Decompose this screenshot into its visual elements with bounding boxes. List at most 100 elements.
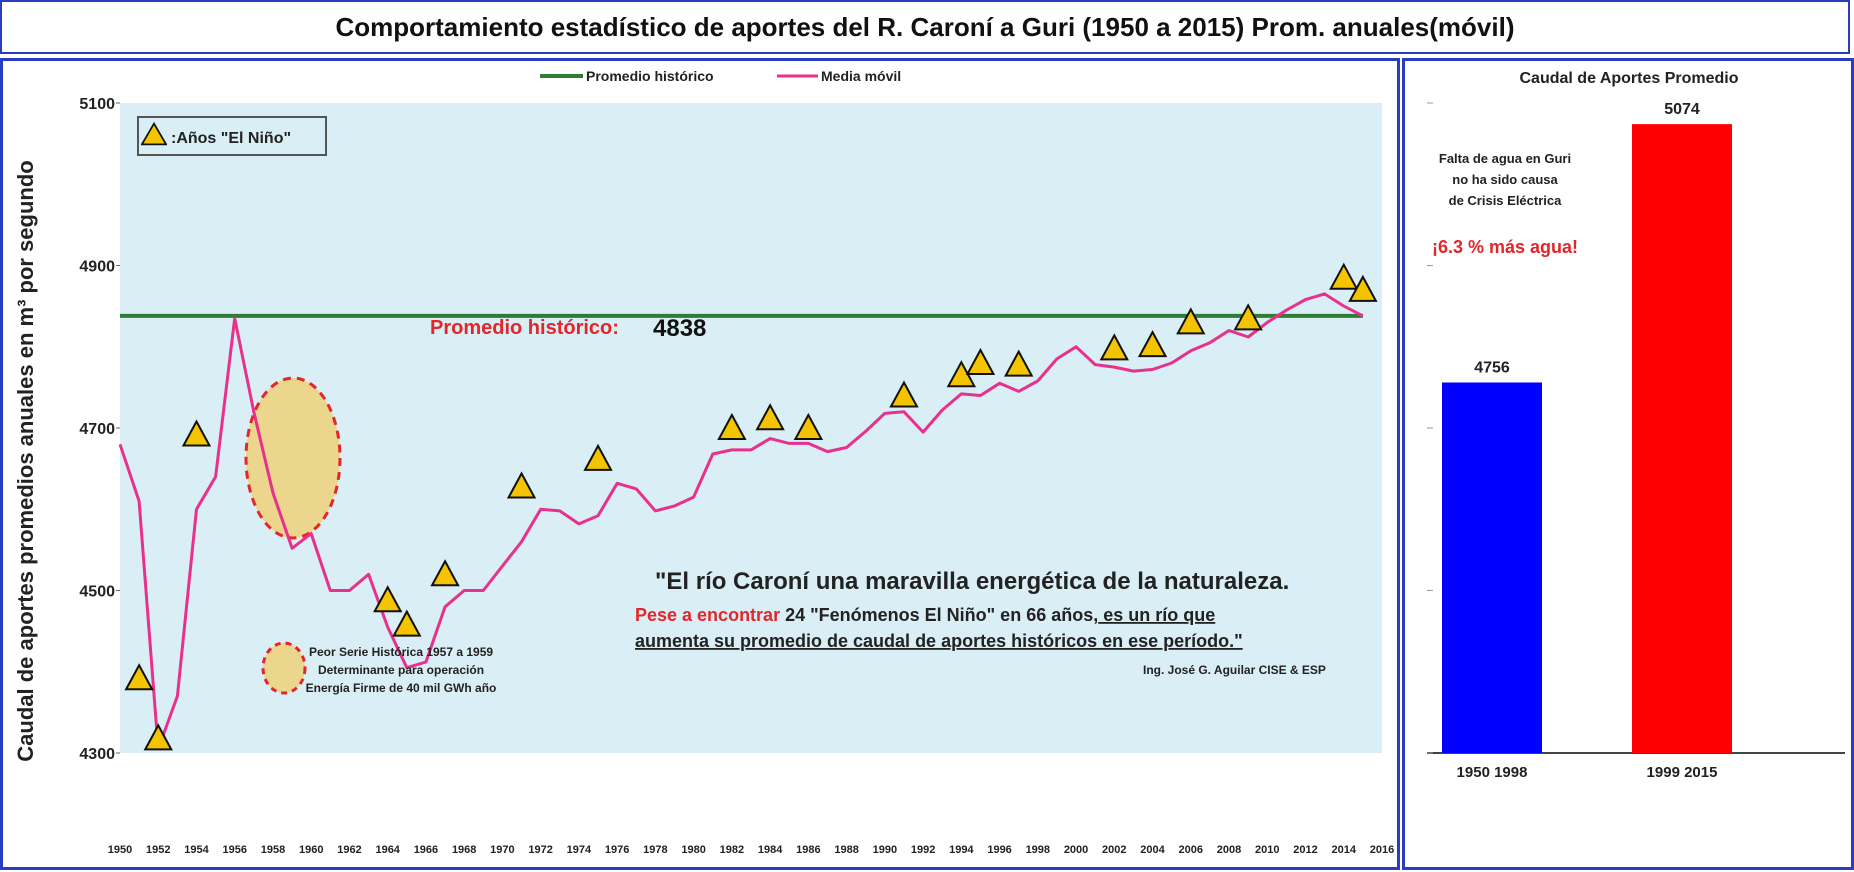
el-nino-marker (583, 443, 613, 471)
historic-value: 4838 (653, 315, 706, 342)
quote-block: "El río Caroní una maravilla energética … (635, 568, 1326, 677)
x-tick-label: 1968 (452, 844, 476, 856)
x-tick-label: 2014 (1332, 844, 1357, 856)
x-tick-label: 1964 (375, 844, 400, 856)
x-tick-label: 1994 (949, 844, 974, 856)
x-tick-label: 1956 (222, 844, 246, 856)
el-nino-marker (1233, 303, 1263, 331)
y-tick-label: 4500 (79, 584, 115, 601)
x-tick-label: 1972 (528, 844, 552, 856)
el-nino-marker (793, 412, 824, 440)
historic-label: Promedio histórico: (430, 317, 619, 339)
bar (1632, 124, 1732, 753)
y-axis-label: Caudal de aportes promedios anuales en m… (13, 160, 38, 761)
bar-category-label: 1950 1998 (1457, 764, 1528, 781)
el-nino-marker (1137, 330, 1168, 358)
el-nino-marker (392, 609, 422, 637)
x-tick-label: 1954 (184, 844, 209, 856)
x-tick-label: 2010 (1255, 844, 1279, 856)
x-tick-label: 1992 (911, 844, 935, 856)
bar-note-line-1: Falta de agua en Guri (1439, 151, 1571, 166)
x-tick-label: 1996 (987, 844, 1011, 856)
bar-category-label: 1999 2015 (1647, 764, 1718, 781)
el-nino-marker (717, 412, 747, 440)
el-nino-marker (124, 663, 154, 691)
x-tick-label: 2006 (1179, 844, 1203, 856)
bar-chart-title: Caudal de Aportes Promedio (1520, 70, 1739, 87)
quote-line-2-underlined: es un río que (1098, 605, 1215, 625)
moving-average-line (118, 292, 1364, 751)
legend-historic-label: Promedio histórico (586, 68, 714, 84)
x-tick-label: 1978 (643, 844, 667, 856)
worst-series-ellipse (244, 376, 342, 540)
x-tick-label: 1962 (337, 844, 361, 856)
bar-note: Falta de agua en Guri no ha sido causa d… (1432, 151, 1578, 257)
el-nino-marker (755, 403, 785, 431)
y-tick-label: 4300 (79, 746, 115, 763)
x-tick-label: 1988 (834, 844, 858, 856)
el-nino-marker (1348, 274, 1378, 302)
bar-y-axis-ticks (1427, 102, 1433, 754)
x-tick-label: 1976 (605, 844, 629, 856)
x-tick-label: 2004 (1140, 844, 1165, 856)
x-tick-label: 1952 (146, 844, 170, 856)
title-bar: Comportamiento estadístico de aportes de… (0, 0, 1850, 54)
x-tick-label: 1950 (108, 844, 132, 856)
x-tick-label: 1958 (261, 844, 285, 856)
worst-series-note: Peor Serie Histórica 1957 a 1959 Determi… (261, 641, 497, 695)
bar-chart: Caudal de Aportes Promedio 4756 1950 1998… (1427, 70, 1845, 781)
el-nino-marker (1176, 307, 1206, 335)
bar-value-label: 5074 (1664, 101, 1700, 118)
el-nino-marker (181, 419, 212, 447)
bar-note-line-3: de Crisis Eléctrica (1449, 193, 1562, 208)
el-nino-markers (124, 262, 1378, 751)
x-tick-label: 2012 (1293, 844, 1317, 856)
y-axis-ticks: 4300 4500 4700 4900 5100 (79, 96, 120, 763)
el-nino-marker (373, 585, 403, 613)
el-nino-legend-text: :Años "El Niño" (171, 130, 291, 147)
x-tick-label: 1984 (758, 844, 783, 856)
legend-moving-label: Media móvil (821, 68, 901, 84)
quote-line-3: aumenta su promedio de caudal de aportes… (635, 631, 1243, 651)
bar-value-label: 4756 (1474, 360, 1510, 377)
bar (1442, 382, 1542, 753)
x-tick-label: 1974 (567, 844, 592, 856)
el-nino-marker (889, 380, 919, 408)
y-tick-label: 5100 (79, 96, 115, 113)
quote-line-2-red: Pese a encontrar (635, 605, 780, 625)
worst-series-note-line-1: Peor Serie Histórica 1957 a 1959 (309, 645, 493, 659)
x-tick-label: 1998 (1026, 844, 1050, 856)
worst-series-note-line-2: Determinante para operación (318, 663, 484, 677)
x-tick-label: 1982 (720, 844, 744, 856)
x-tick-label: 1986 (796, 844, 820, 856)
legend: Promedio histórico Media móvil (540, 68, 901, 84)
bar-chart-panel: Caudal de Aportes Promedio 4756 1950 1998… (1402, 58, 1854, 870)
el-nino-marker (1004, 349, 1034, 377)
bar-series: 4756 1950 1998 5074 1999 2015 (1442, 101, 1732, 781)
worst-series-note-line-3: Energía Firme de 40 mil GWh año (306, 681, 497, 695)
bar-note-line-2: no ha sido causa (1452, 172, 1558, 187)
el-nino-marker (1099, 333, 1129, 361)
line-chart-panel: Caudal de aportes promedios anuales en m… (0, 58, 1400, 870)
moving-average-series (118, 292, 1364, 751)
x-tick-label: 1970 (490, 844, 514, 856)
x-tick-label: 1980 (681, 844, 705, 856)
worst-series-note-icon (261, 641, 307, 695)
quote-line-2: Pese a encontrar 24 "Fenómenos El Niño" … (635, 605, 1215, 625)
el-nino-legend-box: :Años "El Niño" (137, 116, 327, 156)
line-chart: Caudal de aportes promedios anuales en m… (13, 68, 1394, 856)
quote-line-2-mid: 24 "Fenómenos El Niño" en 66 años, (780, 605, 1098, 625)
x-tick-label: 1990 (873, 844, 897, 856)
quote-line-1: "El río Caroní una maravilla energética … (655, 568, 1289, 595)
el-nino-marker (430, 559, 460, 587)
x-tick-label: 2016 (1370, 844, 1394, 856)
y-tick-label: 4700 (79, 421, 115, 438)
el-nino-marker (506, 471, 537, 499)
x-axis-ticks: 1950 1952 1954 1956 1958 1960 1962 1964 1966 1968… (108, 844, 1394, 856)
bar-note-highlight: ¡6.3 % más agua! (1432, 237, 1578, 257)
x-tick-label: 2002 (1102, 844, 1126, 856)
x-tick-label: 1966 (414, 844, 438, 856)
y-tick-label: 4900 (79, 259, 115, 276)
el-nino-marker (965, 347, 996, 375)
page-title: Comportamiento estadístico de aportes de… (335, 11, 1515, 42)
